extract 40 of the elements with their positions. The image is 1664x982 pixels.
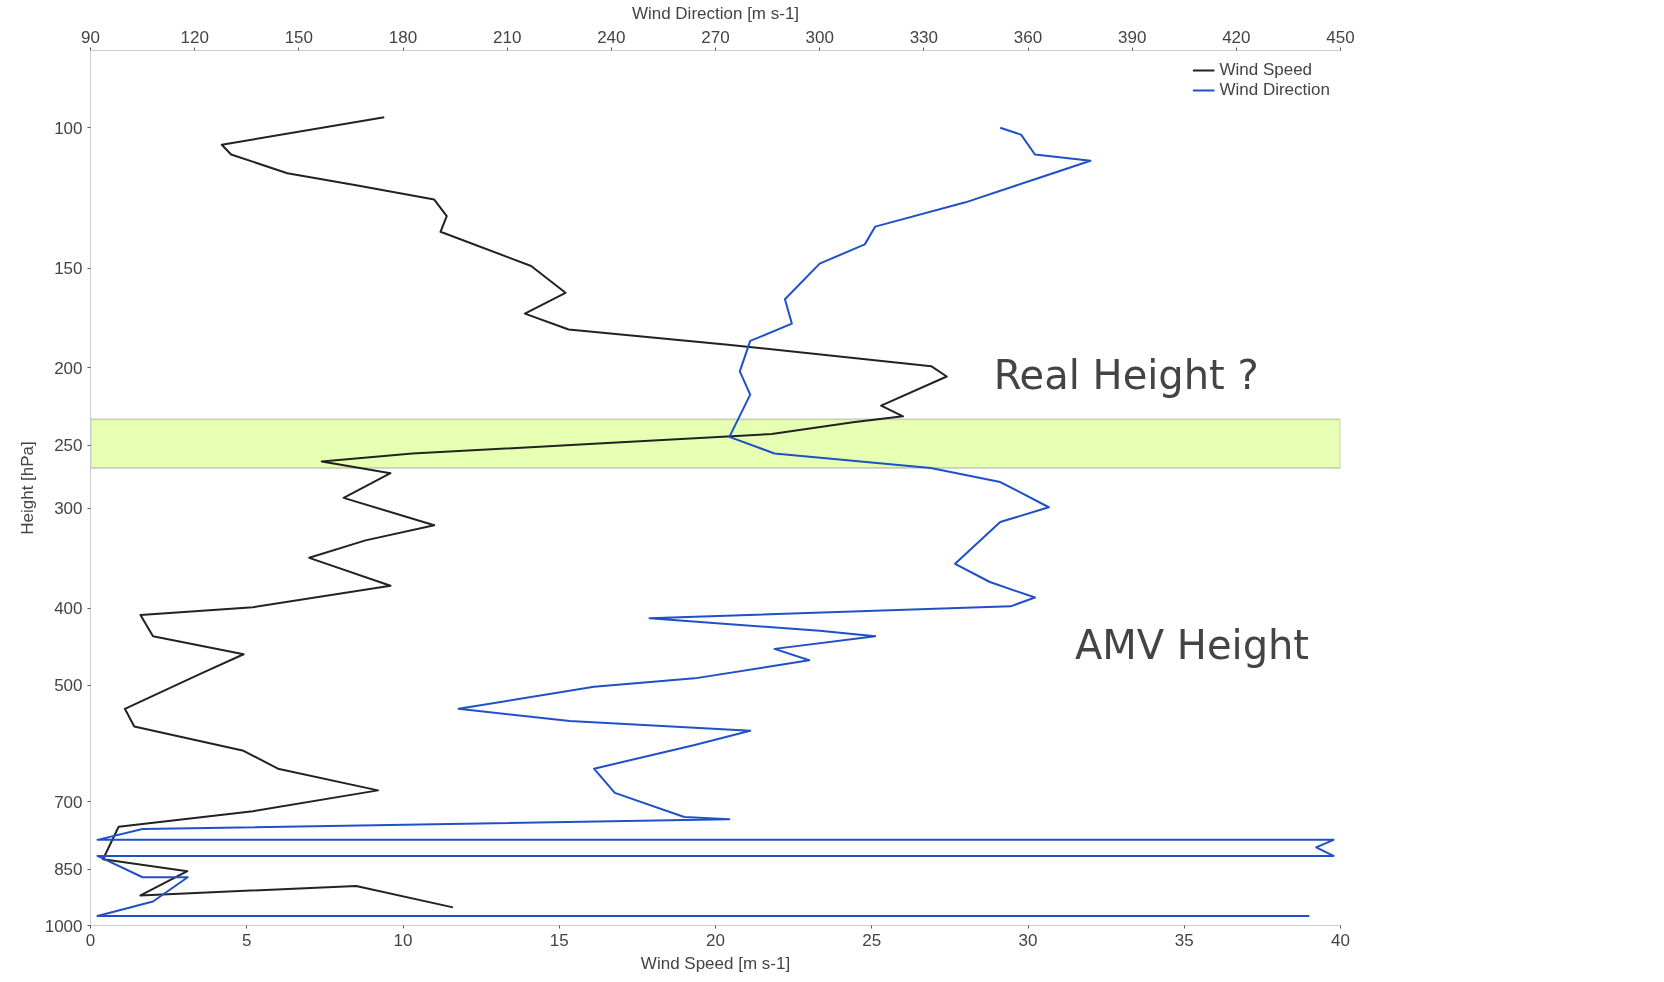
- line-series: [102, 116, 948, 909]
- x2-tick-label: 360: [1013, 27, 1043, 47]
- y-tick-label: 700: [54, 792, 83, 812]
- x2-tick-label: 120: [180, 27, 209, 47]
- x2-tick-label: 390: [1117, 27, 1147, 47]
- y-tick-label: 400: [54, 599, 83, 619]
- x2-tick-label: 270: [701, 27, 730, 47]
- x2-tick-label: 150: [284, 27, 314, 47]
- x2-axis-title: Wind Direction [m s-1]: [631, 3, 800, 23]
- y-tick-label: 850: [54, 860, 83, 880]
- x-axis-title: Wind Speed [m s-1]: [640, 953, 791, 973]
- x-tick-label: 25: [862, 930, 882, 950]
- y-tick-label: 200: [54, 358, 83, 378]
- y-axis-title: Height [hPa]: [17, 441, 37, 535]
- x-tick-label: 5: [242, 930, 252, 950]
- x2-tick-label: 450: [1326, 27, 1355, 47]
- y-tick-label: 250: [54, 436, 83, 456]
- x2-tick-label: 210: [492, 27, 522, 47]
- x2-tick-label: 330: [909, 27, 939, 47]
- legend-label: Wind Direction: [1219, 80, 1330, 100]
- x2-tick-label: 240: [597, 27, 626, 47]
- x-tick-label: 15: [549, 930, 569, 950]
- legend-label: Wind Speed: [1219, 60, 1313, 80]
- y-tick-label: 300: [54, 499, 83, 519]
- x-tick-label: 40: [1331, 930, 1350, 950]
- x-tick-label: 30: [1018, 930, 1038, 950]
- x-tick-label: 20: [706, 930, 725, 950]
- x-tick-label: 35: [1174, 930, 1194, 950]
- x2-tick-label: 300: [805, 27, 834, 47]
- y-tick-label: 500: [54, 676, 83, 696]
- x-tick-label: 0: [85, 930, 96, 950]
- y-tick-label: 150: [54, 259, 83, 279]
- x-tick-label: 10: [393, 930, 413, 950]
- x2-tick-label: 90: [81, 27, 100, 47]
- y-tick-label: 100: [54, 118, 83, 138]
- x2-tick-label: 420: [1222, 27, 1251, 47]
- y-tick-label: 1000: [44, 916, 83, 936]
- annotation: AMV Height: [1074, 622, 1310, 668]
- annotation: Real Height ?: [993, 351, 1259, 398]
- x2-tick-label: 180: [388, 27, 418, 47]
